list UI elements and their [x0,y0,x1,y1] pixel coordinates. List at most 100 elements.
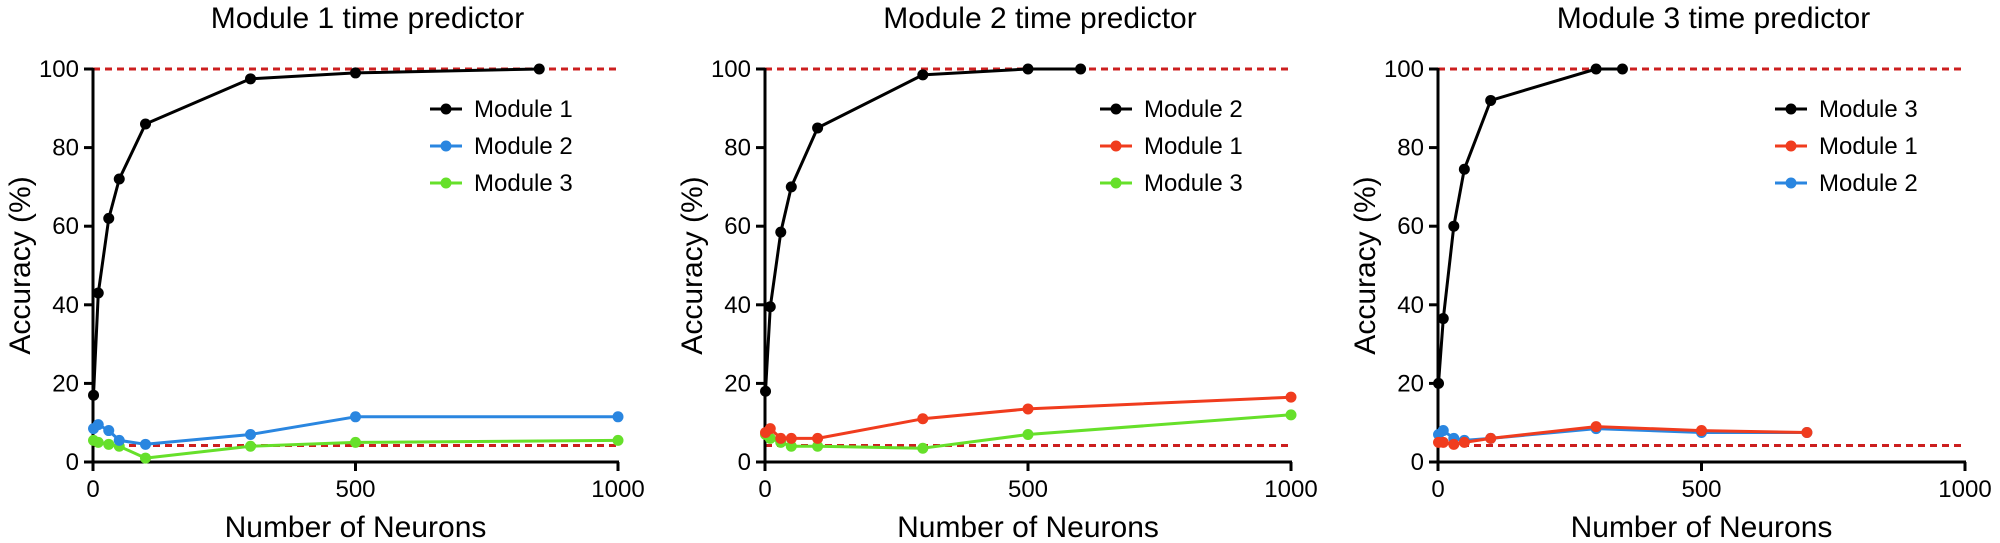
y-tick-label: 0 [1411,449,1424,476]
data-point [612,434,624,446]
y-axis-label: Accuracy (%) [1349,176,1382,354]
y-tick-label: 60 [1397,213,1424,240]
data-point [92,436,104,448]
y-axis-label: Accuracy (%) [676,176,709,354]
data-point [812,440,824,452]
series-3 [88,434,624,464]
data-point [140,118,151,130]
series-line [1437,67,1623,384]
chart-title: Module 2 time predictor [883,2,1196,35]
data-point [775,432,787,444]
y-tick-label: 20 [724,370,751,397]
series-line [92,67,540,396]
legend-entry: Module 3 [1144,170,1243,197]
legend-marker [1110,177,1122,189]
data-point [1437,313,1449,325]
y-tick-label: 80 [724,135,751,162]
data-point [1696,425,1707,437]
data-point [103,438,115,450]
data-point [1285,391,1297,403]
data-point [785,440,797,452]
x-axis-label: Number of Neurons [1571,511,1833,543]
data-point [1022,63,1034,75]
data-point [113,434,125,446]
legend-entry: Module 1 [1819,133,1918,160]
y-tick-label: 80 [52,135,79,162]
data-point [1437,436,1449,448]
data-point [764,423,776,435]
x-tick-label: 500 [1681,476,1721,503]
y-tick-label: 40 [724,292,751,319]
legend-marker [1785,140,1797,152]
x-axis-label: Number of Neurons [897,511,1159,543]
data-point [92,419,104,431]
series-1 [88,63,545,401]
legend-entry: Module 1 [1144,133,1243,160]
legend-marker [1785,103,1797,115]
x-tick-label: 1000 [591,476,644,503]
y-tick-label: 0 [66,449,79,476]
x-tick-label: 1000 [1938,476,1991,503]
data-point [92,287,104,299]
data-point [350,436,361,448]
legend-entry: Module 1 [474,96,573,123]
series-2 [1433,421,1813,450]
data-point [113,173,125,185]
data-point [1590,421,1602,433]
data-point [245,73,256,85]
legend: Module 3 Module 1 Module 2 [1775,96,1918,197]
data-point [103,212,115,224]
x-tick-label: 0 [758,476,771,503]
data-point [760,385,772,397]
y-tick-label: 20 [1397,370,1424,397]
data-point [1075,63,1087,75]
series-1 [1433,63,1628,389]
data-point [350,411,361,423]
y-axis-label: Accuracy (%) [4,176,37,354]
data-point [612,411,624,423]
y-tick-label: 60 [724,213,751,240]
legend-entry: Module 3 [474,170,573,197]
data-point [103,425,115,437]
y-tick-label: 100 [1384,56,1424,83]
data-point [1437,425,1449,437]
data-point [917,413,929,425]
data-point [1485,432,1497,444]
y-tick-label: 100 [711,56,751,83]
legend-entry: Module 2 [474,133,573,160]
data-point [917,69,929,81]
data-point [1590,63,1602,75]
chart-title: Module 1 time predictor [211,2,524,35]
series-2 [88,411,624,450]
data-point [1448,438,1460,450]
data-point [1485,94,1497,106]
data-point [1022,428,1034,440]
data-point [1022,403,1034,415]
data-point [140,438,151,450]
x-tick-label: 1000 [1264,476,1317,503]
data-point [245,440,256,452]
x-tick-label: 500 [335,476,375,503]
data-point [1458,163,1470,175]
data-point [350,67,361,79]
x-tick-label: 500 [1008,476,1048,503]
data-point [785,181,797,193]
series-3 [760,409,1297,454]
y-tick-label: 100 [39,56,79,83]
x-tick-label: 0 [86,476,99,503]
legend-marker [1785,177,1797,189]
legend-entry: Module 2 [1819,170,1918,197]
y-tick-label: 40 [1397,292,1424,319]
data-point [1616,63,1628,75]
data-point [785,432,797,444]
legend-entry: Module 2 [1144,96,1243,123]
x-axis-label: Number of Neurons [225,511,487,543]
legend-marker [440,177,452,189]
data-point [245,428,256,440]
legend-marker [440,140,452,152]
chart-title: Module 3 time predictor [1557,2,1870,35]
legend: Module 2 Module 1 Module 3 [1100,96,1243,197]
x-tick-label: 0 [1431,476,1444,503]
series-line [764,67,1081,392]
